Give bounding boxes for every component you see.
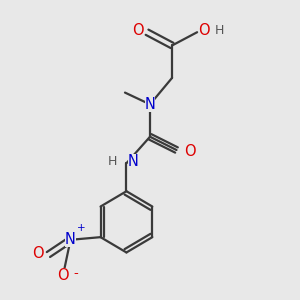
Text: N: N	[145, 97, 155, 112]
Text: O: O	[32, 246, 44, 261]
Text: O: O	[57, 268, 69, 283]
Text: O: O	[133, 23, 144, 38]
Text: H: H	[108, 155, 118, 168]
Text: -: -	[74, 267, 78, 280]
Text: +: +	[77, 223, 86, 233]
Text: N: N	[128, 154, 139, 169]
Text: H: H	[215, 24, 224, 37]
Text: N: N	[65, 232, 76, 247]
Text: O: O	[184, 144, 196, 159]
Text: O: O	[199, 23, 210, 38]
